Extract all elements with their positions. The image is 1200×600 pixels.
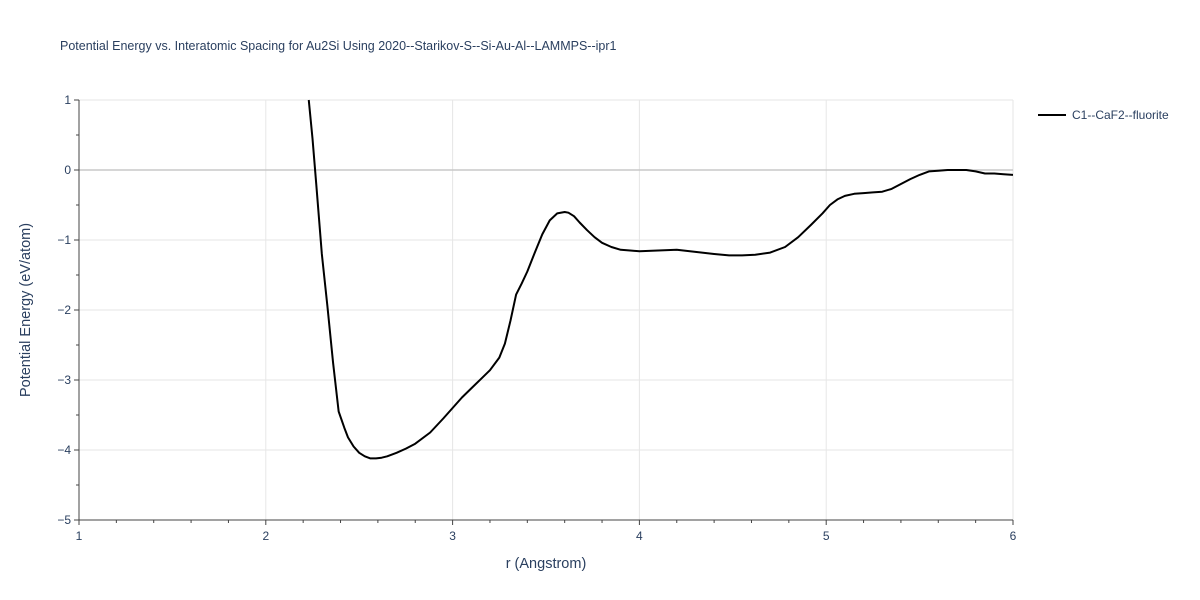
y-tick-label: −3 — [57, 373, 71, 387]
tick-labels: 1 2 3 4 5 6 1 0 −1 −2 −3 −4 −5 — [57, 93, 1016, 543]
series-line-c1-caf2-fluorite — [307, 99, 1013, 460]
y-tick-label: −1 — [57, 233, 71, 247]
x-tick-label: 3 — [449, 529, 456, 543]
y-tick-label: −2 — [57, 303, 71, 317]
y-axis-label: Potential Energy (eV/atom) — [18, 223, 34, 397]
y-tick-label: −5 — [57, 513, 71, 527]
grid-layer — [79, 99, 1014, 520]
x-tick-label: 6 — [1010, 529, 1017, 543]
y-tick-label: −4 — [57, 443, 71, 457]
x-axis-label: r (Angstrom) — [506, 556, 587, 572]
legend[interactable]: C1--CaF2--fluorite — [1038, 108, 1169, 122]
series-layer — [307, 99, 1013, 460]
axes-layer — [74, 99, 1014, 525]
x-tick-label: 1 — [76, 529, 83, 543]
chart-title: Potential Energy vs. Interatomic Spacing… — [60, 39, 617, 53]
x-tick-label: 5 — [823, 529, 830, 543]
legend-label-c1-caf2-fluorite: C1--CaF2--fluorite — [1072, 108, 1169, 122]
y-tick-label: 1 — [64, 93, 71, 107]
x-tick-label: 2 — [262, 529, 269, 543]
y-tick-label: 0 — [64, 163, 71, 177]
x-tick-label: 4 — [636, 529, 643, 543]
